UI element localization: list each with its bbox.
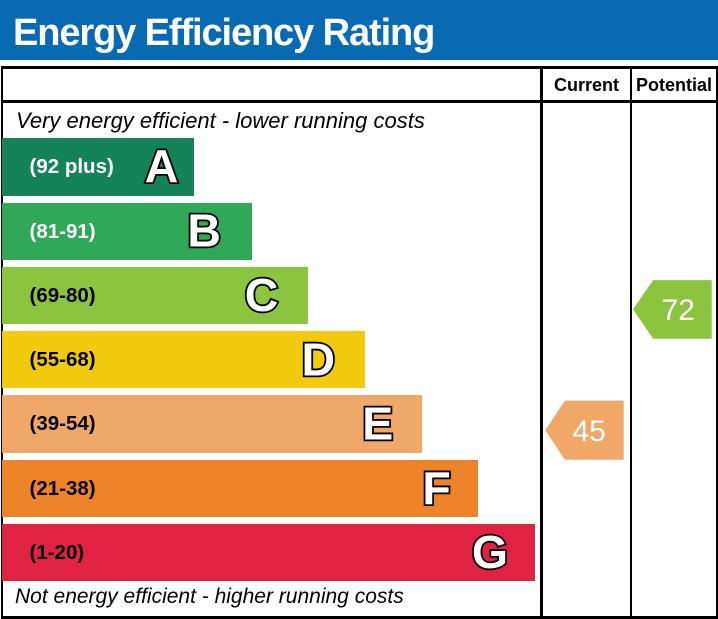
svg-text:45: 45 xyxy=(573,415,606,448)
svg-text:72: 72 xyxy=(662,294,695,327)
svg-text:E: E xyxy=(362,398,393,450)
svg-text:D: D xyxy=(302,333,336,385)
svg-text:C: C xyxy=(245,269,279,321)
svg-text:A: A xyxy=(145,140,179,192)
svg-text:G: G xyxy=(472,526,508,578)
svg-text:F: F xyxy=(422,462,450,514)
svg-text:B: B xyxy=(187,205,221,257)
